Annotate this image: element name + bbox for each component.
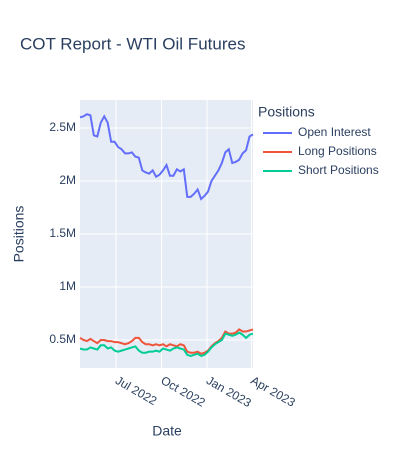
x-tick-label: Jan 2023 (204, 373, 254, 410)
x-tick-label: Oct 2022 (158, 373, 207, 410)
y-axis-title: Positions (11, 206, 27, 263)
legend-label: Short Positions (298, 163, 379, 177)
y-tick-label: 2.5M (49, 120, 76, 134)
line-series (79, 113, 254, 201)
legend-title: Positions (258, 104, 315, 120)
line-series (79, 328, 254, 355)
chart-title: COT Report - WTI Oil Futures (20, 34, 245, 53)
legend-label: Long Positions (298, 144, 377, 158)
y-tick-label: 2M (59, 173, 76, 187)
line-series (79, 331, 254, 357)
x-axis-title: Date (152, 423, 182, 439)
y-tick-label: 1M (59, 279, 76, 293)
y-tick-label: 0.5M (49, 332, 76, 346)
legend-label: Open Interest (298, 125, 371, 139)
x-tick-label: Jul 2022 (113, 373, 160, 408)
y-tick-label: 1.5M (49, 226, 76, 240)
x-tick-label: Apr 2023 (248, 373, 297, 410)
